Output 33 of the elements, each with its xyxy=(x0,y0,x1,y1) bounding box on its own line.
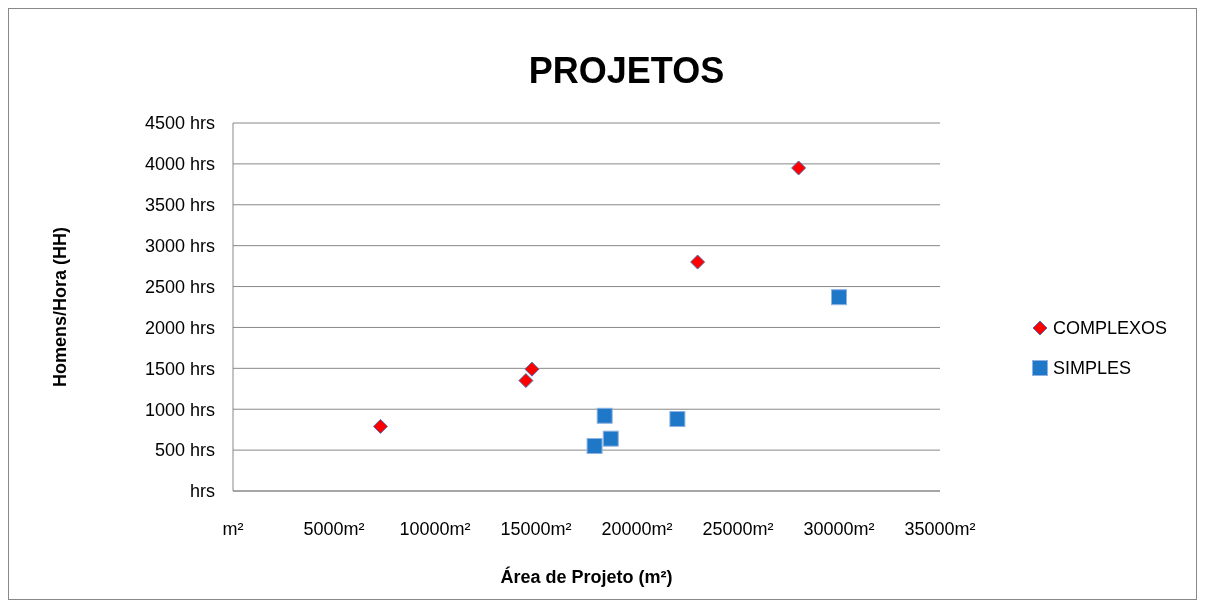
y-tick-label: 1500 hrs xyxy=(144,358,215,379)
x-axis-title: Área de Projeto (m²) xyxy=(500,566,673,587)
point xyxy=(518,373,534,389)
x-tick-label: 25000m² xyxy=(702,519,774,539)
point xyxy=(372,418,388,434)
point xyxy=(596,407,613,424)
y-tick-label: 1000 hrs xyxy=(144,399,215,420)
y-tick-label: 2000 hrs xyxy=(144,317,215,338)
x-tick-label: 10000m² xyxy=(399,519,471,539)
point xyxy=(669,411,686,428)
point xyxy=(690,254,706,270)
y-tick-label: 3500 hrs xyxy=(144,195,215,216)
point xyxy=(586,438,603,455)
x-tick-label: 20000m² xyxy=(601,519,673,539)
x-tick-label: 15000m² xyxy=(500,519,572,539)
y-tick-label: 3000 hrs xyxy=(144,235,215,256)
y-tick-label: 4000 hrs xyxy=(144,154,215,175)
x-tick-label: 5000m² xyxy=(303,519,365,539)
y-tick-label: 4500 hrs xyxy=(144,113,215,134)
chart-title: PROJETOS xyxy=(528,50,725,91)
point xyxy=(831,289,847,306)
point xyxy=(791,160,807,176)
y-axis-title: Homens/Hora (HH) xyxy=(50,226,70,388)
y-tick-label: 500 hrs xyxy=(154,440,215,461)
legend-label: SIMPLES xyxy=(1053,358,1132,379)
x-tick-label: m² xyxy=(222,519,244,539)
point xyxy=(524,361,540,377)
y-tick-label: hrs xyxy=(189,481,215,502)
x-tick-label: 30000m² xyxy=(803,519,875,539)
y-tick-label: 2500 hrs xyxy=(144,276,215,297)
x-tick-label: 35000m² xyxy=(904,519,976,539)
point xyxy=(602,430,619,447)
legend-label: COMPLEXOS xyxy=(1053,318,1168,339)
